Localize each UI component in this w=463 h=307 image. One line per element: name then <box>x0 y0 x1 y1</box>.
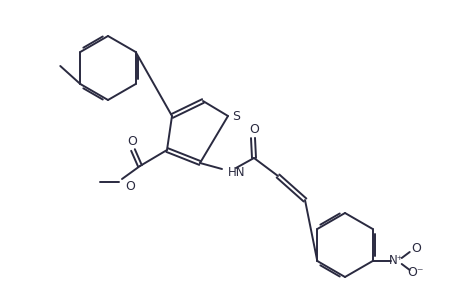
Text: S: S <box>232 110 240 122</box>
Text: HN: HN <box>228 165 245 178</box>
Text: O: O <box>127 134 137 147</box>
Text: O⁻: O⁻ <box>407 266 424 279</box>
Text: N⁺: N⁺ <box>389 255 404 267</box>
Text: O: O <box>411 243 421 255</box>
Text: O: O <box>249 122 259 135</box>
Text: O: O <box>125 180 135 192</box>
